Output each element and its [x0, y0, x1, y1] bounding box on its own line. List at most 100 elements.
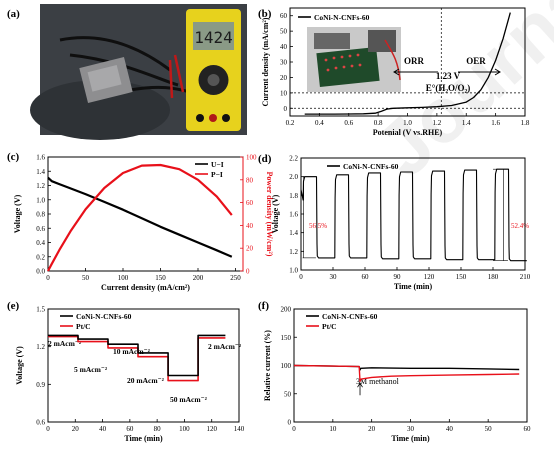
step-label-6: 2 mAcm⁻² [208, 342, 242, 351]
x-tick-label: 100 [118, 274, 129, 282]
series-line-u-i [47, 176, 233, 258]
y-tick-label: 0.2 [36, 253, 45, 261]
panel-label-c: (c) [7, 151, 20, 163]
panel-d-charge-discharge-cycling: 56.5% 52.4% 0 30 60 90 120 150 180 210 1.0 1.2 1.4… [271, 155, 531, 292]
x-tick-label: 120 [206, 425, 217, 433]
y-tick-label: 150 [281, 334, 292, 342]
annotation-56-5: 56.5% [309, 222, 327, 230]
x-tick-label: 50 [82, 274, 90, 282]
annotation-e0: E°(H₂O/O₂) [426, 83, 471, 93]
panel-c-discharge-power: 0 50 100 150 200 2500.00.20.40.60.81.01.21.41… [13, 154, 274, 293]
y-tick-label: 30 [280, 59, 288, 67]
y-tick-label: 40 [280, 43, 288, 51]
series-line-coni-n-cnfs-60 [48, 334, 226, 377]
legend-label: CoNi-N-CNFs-60 [314, 13, 370, 22]
y-tick-label: 1.6 [289, 211, 298, 219]
x-tick-label: 60 [362, 273, 370, 281]
y-tick-label: 0.9 [36, 381, 45, 389]
x-tick-label: 1.6 [491, 119, 500, 127]
multimeter-display: 1424 [194, 28, 233, 47]
y-tick-label: 0 [288, 419, 292, 427]
x-tick-label: 0.4 [315, 119, 324, 127]
y2-tick-label: 80 [246, 176, 254, 184]
y-tick-label: 0.4 [36, 239, 45, 247]
y-tick-label: 60 [280, 12, 288, 20]
y-axis-label: Voltage (V) [13, 194, 22, 233]
y-tick-label: 50 [280, 28, 288, 36]
panel-label-d: (d) [258, 153, 272, 165]
x-tick-label: 0.2 [286, 119, 295, 127]
x-tick-label: 1.2 [433, 119, 442, 127]
y-tick-label: 100 [281, 362, 292, 370]
y-tick-label: 1.4 [36, 168, 45, 176]
step-label-1: 2 mAcm⁻² [48, 339, 82, 348]
x-tick-label: 0 [46, 425, 50, 433]
series-line-p-i [47, 163, 233, 272]
x-axis-label: Time (min) [124, 434, 163, 443]
x-tick-label: 150 [155, 274, 166, 282]
legend-label: CoNi-N-CNFs-60 [343, 162, 399, 171]
x-tick-label: 30 [330, 273, 338, 281]
x-tick-label: 80 [154, 425, 162, 433]
x-tick-label: 1.0 [403, 119, 412, 127]
y2-axis-label: Power density (mW/cm²) [265, 172, 274, 257]
y-tick-label: 1.8 [289, 192, 298, 200]
x-tick-label: 120 [424, 273, 435, 281]
panel-b-oer-orr-polarization: ORR OER 1.23 V E°(H₂O/O₂) 0.2 0.4 0.6 0.8 1.… [261, 7, 530, 137]
x-tick-label: 20 [368, 425, 376, 433]
series-line-coni-n-cnfs-60 [300, 168, 527, 262]
x-tick-label: 1.8 [521, 119, 530, 127]
y2-tick-label: 60 [246, 199, 254, 207]
y-tick-label: 1.5 [36, 306, 45, 314]
plot-frame [47, 308, 240, 423]
panel-e-rate-performance: 2 mAcm⁻² 5 mAcm⁻² 10 mAcm⁻² 20 mAcm⁻² 50… [15, 306, 245, 444]
inset-photo [307, 27, 401, 92]
legend-label: Pt/C [76, 322, 91, 331]
x-tick-label: 180 [488, 273, 499, 281]
y-tick-label: 0.6 [36, 419, 45, 427]
y2-tick-label: 100 [246, 154, 257, 162]
y-tick-label: 1.2 [36, 343, 45, 351]
y-axis-label: Current density (mA/cm²) [261, 17, 270, 106]
orr-arrow [393, 68, 438, 76]
y-tick-label: 1.4 [289, 229, 298, 237]
y-axis-label: Voltage (V) [271, 194, 280, 233]
x-tick-label: 0.8 [374, 119, 383, 127]
y2-tick-label: 0 [246, 268, 250, 276]
x-tick-label: 20 [72, 425, 80, 433]
annotation-oer: OER [466, 56, 486, 66]
panel-f-methanol-tolerance: 3M methanol 0 10 20 30 40 50 60 0 50 100 150 200 Tim… [263, 306, 531, 444]
x-tick-label: 150 [456, 273, 467, 281]
x-tick-label: 200 [193, 274, 204, 282]
legend-label: U−I [211, 160, 224, 169]
annotation-arrow [357, 382, 363, 396]
x-tick-label: 210 [520, 273, 531, 281]
x-tick-label: 60 [524, 425, 532, 433]
legend-label: P−I [211, 170, 223, 179]
x-tick-label: 10 [329, 425, 337, 433]
series-line-coni-n-cnfs-60 [304, 12, 511, 115]
y-tick-label: 2.0 [289, 173, 298, 181]
y-tick-label: 50 [284, 390, 292, 398]
y-tick-label: 1.2 [36, 182, 45, 190]
y2-tick-label: 20 [246, 245, 254, 253]
y-tick-label: 1.2 [289, 248, 298, 256]
panel-label-f: (f) [258, 300, 269, 312]
legend-label: CoNi-N-CNFs-60 [322, 312, 378, 321]
panel-label-b: (b) [258, 8, 272, 20]
x-axis-label: Time (min) [394, 282, 433, 291]
x-tick-label: 40 [99, 425, 107, 433]
y2-tick-label: 40 [246, 222, 254, 230]
x-tick-label: 0 [46, 274, 50, 282]
x-tick-label: 250 [230, 274, 241, 282]
step-label-5: 50 mAcm⁻² [170, 395, 208, 404]
x-tick-label: 30 [407, 425, 415, 433]
x-tick-label: 100 [179, 425, 190, 433]
step-label-3: 10 mAcm⁻² [113, 347, 151, 356]
y-tick-label: 1.6 [36, 154, 45, 162]
series-line-pt-c [293, 364, 520, 382]
x-axis-label: Potenial (V vs.RHE) [373, 128, 443, 137]
step-label-2: 5 mAcm⁻² [74, 365, 108, 374]
x-tick-label: 40 [446, 425, 454, 433]
